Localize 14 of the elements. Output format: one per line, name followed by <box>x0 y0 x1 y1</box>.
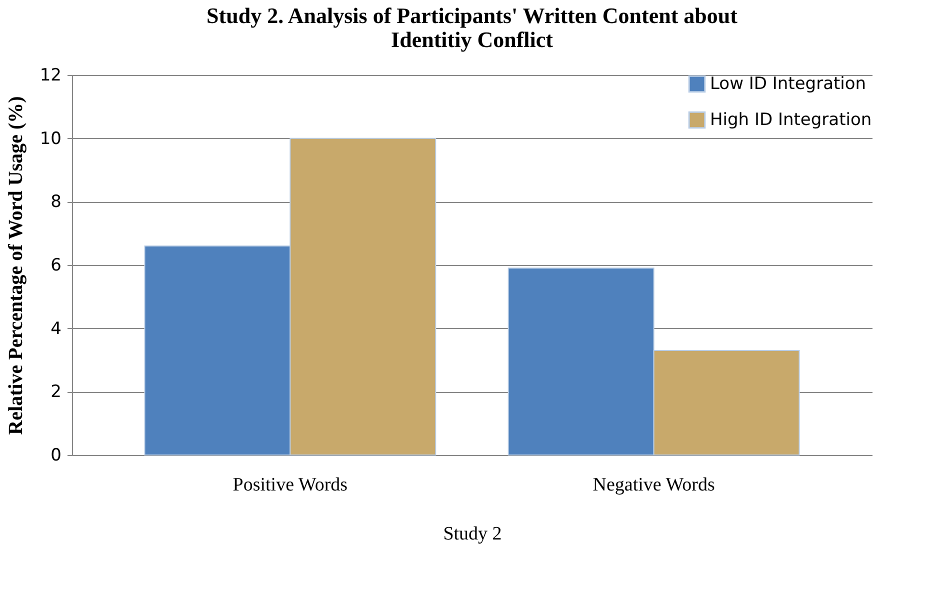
legend-label: Low ID Integration <box>710 74 866 94</box>
x-tick-label: Positive Words <box>232 474 348 496</box>
x-tick-label: Negative Words <box>592 474 715 496</box>
y-tick-label: 0 <box>50 446 62 466</box>
y-tick-label: 10 <box>40 128 62 149</box>
y-tick-label: 12 <box>40 66 62 86</box>
y-tick-label: 8 <box>50 192 62 212</box>
y-tick-label: 6 <box>50 256 62 276</box>
y-tick-label: 4 <box>50 318 62 339</box>
y-axis-title: Relative Percentage of Word Usage (%) <box>4 96 27 435</box>
chart-title: Study 2. Analysis of Participants' Written Content about Identitiy Conflict <box>206 3 738 52</box>
y-tick-label: 2 <box>50 382 62 402</box>
legend-label: High ID Integration <box>710 110 872 130</box>
x-axis-title: Study 2 <box>443 524 502 544</box>
